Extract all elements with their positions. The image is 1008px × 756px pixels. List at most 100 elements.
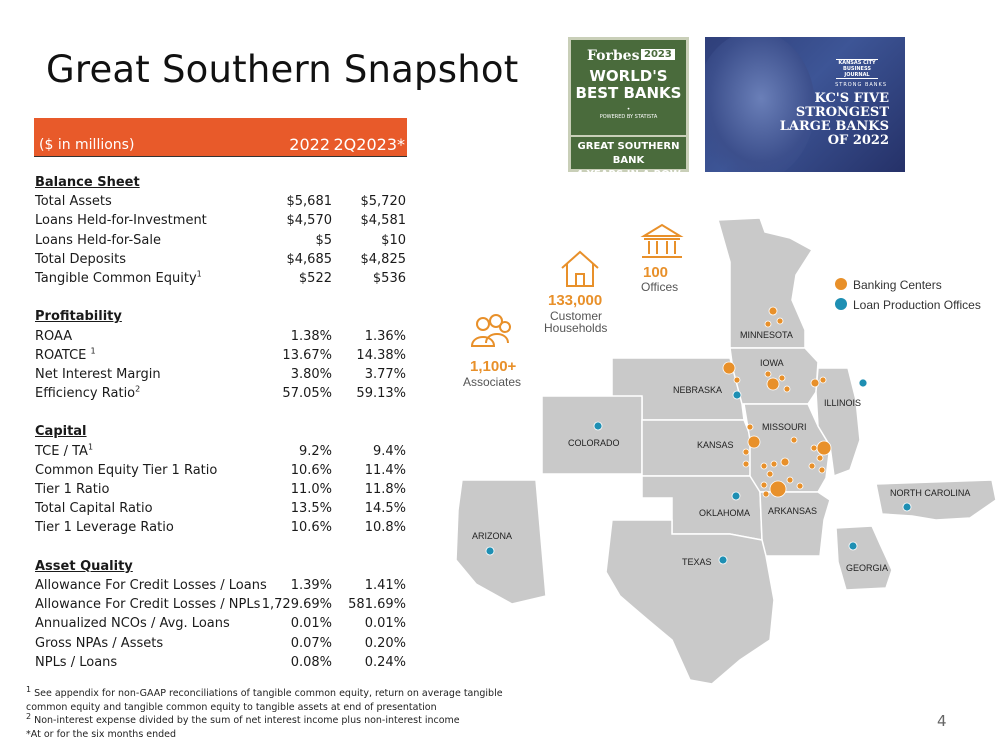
value-2q2023: 14.5% bbox=[364, 501, 406, 517]
table-row: Loans Held-for-Sale $5 $10 bbox=[35, 231, 407, 250]
value-2q2023: 14.38% bbox=[356, 347, 406, 363]
banking-center-marker bbox=[760, 481, 768, 489]
value-2022: 10.6% bbox=[290, 462, 332, 478]
state-georgia bbox=[835, 525, 893, 591]
value-2q2023: $10 bbox=[381, 232, 406, 248]
banking-center-marker bbox=[786, 476, 794, 484]
households-label-1: Customer bbox=[550, 309, 602, 323]
banking-center-marker bbox=[760, 462, 768, 470]
households-value: 133,000 bbox=[548, 292, 602, 309]
value-2q2023: 1.41% bbox=[364, 577, 406, 593]
state-minnesota bbox=[717, 217, 814, 349]
house-icon bbox=[561, 250, 599, 287]
forbes-year: 2023 bbox=[641, 49, 675, 60]
banking-center-marker bbox=[816, 454, 824, 462]
value-2022: 0.08% bbox=[290, 654, 332, 670]
label-arkansas: ARKANSAS bbox=[768, 506, 817, 516]
footnote-ref: 1 bbox=[90, 346, 96, 356]
value-2q2023: 59.13% bbox=[356, 386, 406, 402]
label-arizona: ARIZONA bbox=[472, 531, 512, 541]
label-missouri: MISSOURI bbox=[762, 422, 807, 432]
associates-value: 1,100+ bbox=[470, 358, 517, 375]
value-2q2023: 581.69% bbox=[348, 597, 406, 613]
lpo-marker bbox=[593, 421, 603, 431]
footnote-1: 1 See appendix for non-GAAP reconciliati… bbox=[26, 684, 503, 713]
banking-center-marker bbox=[769, 480, 787, 498]
banking-center-marker bbox=[722, 361, 736, 375]
row-label: Tier 1 Ratio bbox=[35, 482, 110, 497]
row-label: TCE / TA bbox=[35, 443, 88, 459]
table-header: ($ in millions) 2022 2Q2023* bbox=[34, 118, 407, 157]
banking-center-marker bbox=[776, 317, 784, 325]
value-2022: $4,685 bbox=[286, 251, 333, 267]
forbes-badge: Forbes 2023 WORLD'S BEST BANKS • POWERED… bbox=[568, 37, 689, 180]
state-colorado bbox=[541, 395, 643, 475]
value-2022: 0.07% bbox=[290, 635, 332, 651]
row-label: Total Capital Ratio bbox=[35, 501, 153, 517]
value-2q2023: $4,581 bbox=[360, 213, 407, 229]
table-row: Total Assets $5,681 $5,720 bbox=[35, 192, 407, 211]
table-row: Efficiency Ratio2 57.05% 59.13% bbox=[35, 384, 407, 403]
legend-lpo-label: Loan Production Offices bbox=[853, 298, 981, 312]
row-label: NPLs / Loans bbox=[35, 654, 118, 670]
portrait-image bbox=[705, 37, 815, 172]
banking-center-marker bbox=[770, 460, 778, 468]
section-heading: Asset Quality bbox=[35, 558, 133, 574]
table-row: Allowance For Credit Losses / NPLs 1,729.… bbox=[35, 595, 407, 614]
label-illinois: ILLINOIS bbox=[824, 398, 861, 408]
banking-center-marker bbox=[810, 444, 818, 452]
lpo-marker bbox=[858, 378, 868, 388]
value-2022: 57.05% bbox=[282, 386, 332, 402]
value-2022: $5,681 bbox=[286, 194, 333, 210]
section-heading: Capital bbox=[35, 424, 87, 440]
footnote-2: 2 Non-interest expense divided by the su… bbox=[26, 711, 460, 726]
value-2022: 10.6% bbox=[290, 520, 332, 536]
value-2022: 11.0% bbox=[290, 482, 332, 497]
row-label: Loans Held-for-Investment bbox=[35, 213, 207, 229]
value-2q2023: $4,825 bbox=[360, 251, 407, 267]
table-row: ROAA 1.38% 1.36% bbox=[35, 327, 407, 346]
value-2022: $5 bbox=[315, 232, 332, 248]
lpo-marker bbox=[732, 390, 742, 400]
banking-center-marker bbox=[780, 457, 790, 467]
state-arkansas bbox=[759, 491, 831, 557]
footnote-3: *At or for the six months ended bbox=[26, 728, 177, 740]
table-row: Gross NPAs / Assets 0.07% 0.20% bbox=[35, 634, 407, 653]
label-minnesota: MINNESOTA bbox=[740, 330, 793, 340]
label-texas: TEXAS bbox=[682, 557, 712, 567]
row-label: Loans Held-for-Sale bbox=[35, 232, 161, 248]
label-colorado: COLORADO bbox=[568, 438, 620, 448]
households-label-2: Households bbox=[544, 321, 607, 335]
row-label: Allowance For Credit Losses / Loans bbox=[35, 577, 267, 593]
state-missouri bbox=[743, 403, 831, 493]
value-2q2023: 0.01% bbox=[364, 616, 406, 632]
value-2q2023: $536 bbox=[372, 270, 406, 286]
lpo-marker bbox=[485, 546, 495, 556]
banking-center-marker bbox=[768, 306, 778, 316]
value-2022: 9.2% bbox=[298, 443, 332, 459]
forbes-headline: WORLD'S BEST BANKS bbox=[575, 67, 682, 102]
label-iowa: IOWA bbox=[760, 358, 784, 368]
section-heading: Profitability bbox=[35, 309, 122, 325]
row-label: Total Deposits bbox=[35, 251, 126, 267]
footnote-ref: 1 bbox=[87, 442, 94, 452]
banking-center-marker bbox=[796, 482, 804, 490]
value-2022: 3.80% bbox=[290, 366, 332, 382]
value-2022: $522 bbox=[298, 270, 332, 286]
row-label: Net Interest Margin bbox=[35, 366, 161, 382]
forbes-divider bbox=[571, 135, 686, 137]
footnote-ref: 1 bbox=[196, 269, 202, 279]
lpo-marker bbox=[718, 555, 728, 565]
table-row: Tier 1 Leverage Ratio 10.6% 10.8% bbox=[35, 518, 407, 537]
label-north-carolina: NORTH CAROLINA bbox=[890, 488, 970, 498]
banking-center-marker bbox=[819, 376, 827, 384]
page-number: 4 bbox=[937, 712, 947, 730]
state-texas bbox=[605, 519, 775, 685]
financial-table: Balance Sheet Total Assets $5,681 $5,720 Loa… bbox=[35, 173, 407, 672]
lpo-marker bbox=[731, 491, 741, 501]
value-2q2023: 11.8% bbox=[364, 482, 406, 497]
row-label: Tangible Common Equity bbox=[35, 270, 197, 286]
row-label: Total Assets bbox=[35, 194, 112, 210]
header-col-2q2023: 2Q2023* bbox=[333, 135, 406, 154]
